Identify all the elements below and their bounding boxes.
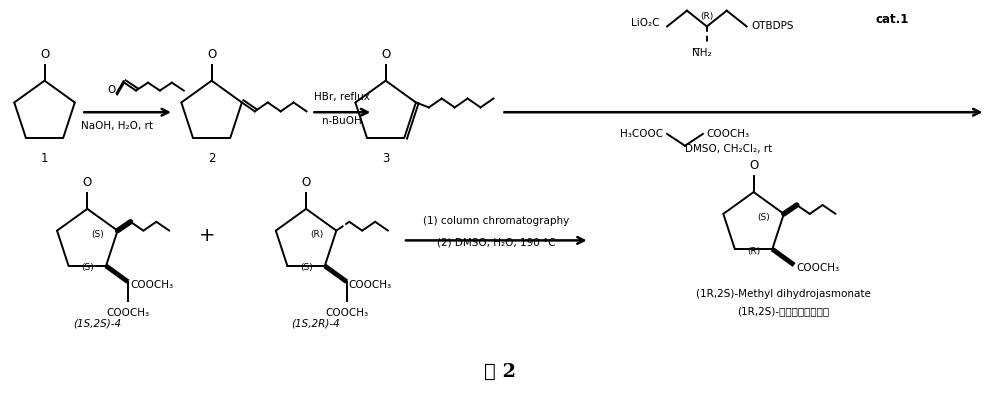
Text: 式 2: 式 2 xyxy=(484,364,516,381)
Text: (1S,2S)-4: (1S,2S)-4 xyxy=(73,318,121,328)
Text: LiO₂C: LiO₂C xyxy=(631,19,659,29)
Text: (S): (S) xyxy=(758,213,770,222)
Text: COOCH₃: COOCH₃ xyxy=(796,263,839,273)
Text: COOCH₃: COOCH₃ xyxy=(106,308,149,318)
Text: (R): (R) xyxy=(310,230,323,239)
Text: N̅H₂: N̅H₂ xyxy=(692,48,712,58)
Text: (R): (R) xyxy=(700,11,713,21)
Text: 2: 2 xyxy=(208,152,215,164)
Text: COOCH₃: COOCH₃ xyxy=(349,280,392,289)
Text: O: O xyxy=(207,48,216,61)
Text: OTBDPS: OTBDPS xyxy=(752,21,794,31)
Text: 3: 3 xyxy=(382,152,389,164)
Text: (1S,2R)-4: (1S,2R)-4 xyxy=(292,318,340,328)
Text: n-BuOH: n-BuOH xyxy=(322,116,362,126)
Text: O: O xyxy=(749,159,758,172)
Text: HBr, reflux: HBr, reflux xyxy=(314,92,370,103)
Text: +: + xyxy=(198,226,215,245)
Text: O: O xyxy=(40,48,49,61)
Text: COOCH₃: COOCH₃ xyxy=(325,308,368,318)
Text: O: O xyxy=(107,84,115,95)
Text: O: O xyxy=(381,48,390,61)
Text: (R): (R) xyxy=(747,247,760,256)
Text: COOCH₃: COOCH₃ xyxy=(707,129,750,139)
Text: (1R,2S)-Methyl dihydrojasmonate: (1R,2S)-Methyl dihydrojasmonate xyxy=(696,289,871,299)
Text: COOCH₃: COOCH₃ xyxy=(130,280,173,289)
Text: cat.1: cat.1 xyxy=(876,13,909,26)
Text: NaOH, H₂O, rt: NaOH, H₂O, rt xyxy=(81,121,153,131)
Text: 1: 1 xyxy=(41,152,48,164)
Text: (S): (S) xyxy=(81,263,94,272)
Text: O: O xyxy=(83,176,92,189)
Text: O: O xyxy=(301,176,311,189)
Text: (S): (S) xyxy=(300,263,313,272)
Text: (2) DMSO, H₂O, 190 °C: (2) DMSO, H₂O, 190 °C xyxy=(437,237,556,248)
Text: H₃COOC: H₃COOC xyxy=(620,129,663,139)
Text: (1) column chromatography: (1) column chromatography xyxy=(423,216,569,226)
Text: DMSO, CH₂Cl₂, rt: DMSO, CH₂Cl₂, rt xyxy=(685,144,772,154)
Text: (1R,2S)-二氢茅莉酔酸甲酩: (1R,2S)-二氢茅莉酔酸甲酩 xyxy=(737,307,829,316)
Text: (S): (S) xyxy=(91,230,104,239)
